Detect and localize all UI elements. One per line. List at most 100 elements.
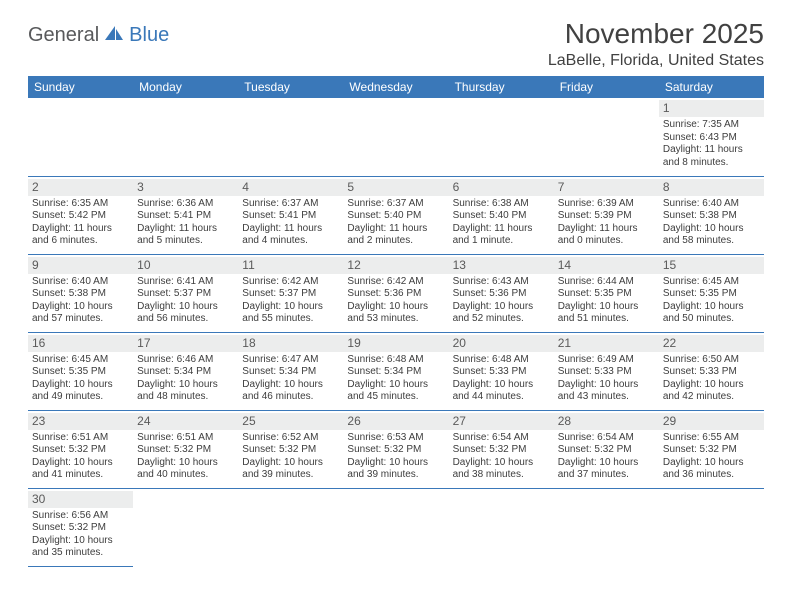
sunset-text: Sunset: 5:32 PM xyxy=(663,444,760,457)
calendar-table: Sunday Monday Tuesday Wednesday Thursday… xyxy=(28,76,764,567)
calendar-cell xyxy=(449,488,554,566)
day-header-row: Sunday Monday Tuesday Wednesday Thursday… xyxy=(28,76,764,98)
sunrise-text: Sunrise: 6:41 AM xyxy=(137,276,234,289)
calendar-cell xyxy=(238,98,343,176)
day-number: 5 xyxy=(343,179,448,196)
day-number: 10 xyxy=(133,257,238,274)
calendar-cell xyxy=(343,98,448,176)
daylight-text: Daylight: 10 hours and 48 minutes. xyxy=(137,379,234,404)
sunrise-text: Sunrise: 6:48 AM xyxy=(347,354,444,367)
daylight-text: Daylight: 10 hours and 40 minutes. xyxy=(137,457,234,482)
calendar-cell xyxy=(659,488,764,566)
sunset-text: Sunset: 5:35 PM xyxy=(32,366,129,379)
day-number: 11 xyxy=(238,257,343,274)
day-number: 20 xyxy=(449,335,554,352)
daylight-text: Daylight: 10 hours and 45 minutes. xyxy=(347,379,444,404)
sunrise-text: Sunrise: 6:49 AM xyxy=(558,354,655,367)
daylight-text: Daylight: 10 hours and 53 minutes. xyxy=(347,301,444,326)
daylight-text: Daylight: 10 hours and 51 minutes. xyxy=(558,301,655,326)
sunset-text: Sunset: 5:41 PM xyxy=(242,210,339,223)
calendar-row: 23Sunrise: 6:51 AMSunset: 5:32 PMDayligh… xyxy=(28,410,764,488)
calendar-cell: 27Sunrise: 6:54 AMSunset: 5:32 PMDayligh… xyxy=(449,410,554,488)
daylight-text: Daylight: 11 hours and 0 minutes. xyxy=(558,223,655,248)
day-number: 3 xyxy=(133,179,238,196)
sunset-text: Sunset: 5:41 PM xyxy=(137,210,234,223)
sunset-text: Sunset: 5:32 PM xyxy=(453,444,550,457)
day-number: 30 xyxy=(28,491,133,508)
daylight-text: Daylight: 10 hours and 36 minutes. xyxy=(663,457,760,482)
calendar-cell xyxy=(343,488,448,566)
sunset-text: Sunset: 5:36 PM xyxy=(453,288,550,301)
daylight-text: Daylight: 10 hours and 46 minutes. xyxy=(242,379,339,404)
calendar-cell: 13Sunrise: 6:43 AMSunset: 5:36 PMDayligh… xyxy=(449,254,554,332)
day-number: 27 xyxy=(449,413,554,430)
daylight-text: Daylight: 10 hours and 44 minutes. xyxy=(453,379,550,404)
calendar-cell: 23Sunrise: 6:51 AMSunset: 5:32 PMDayligh… xyxy=(28,410,133,488)
location: LaBelle, Florida, United States xyxy=(548,52,764,70)
calendar-cell: 5Sunrise: 6:37 AMSunset: 5:40 PMDaylight… xyxy=(343,176,448,254)
calendar-cell xyxy=(238,488,343,566)
sunset-text: Sunset: 5:33 PM xyxy=(453,366,550,379)
header-monday: Monday xyxy=(133,76,238,98)
day-number: 23 xyxy=(28,413,133,430)
sunrise-text: Sunrise: 6:45 AM xyxy=(32,354,129,367)
sunset-text: Sunset: 5:32 PM xyxy=(347,444,444,457)
daylight-text: Daylight: 10 hours and 39 minutes. xyxy=(242,457,339,482)
sunrise-text: Sunrise: 6:37 AM xyxy=(347,198,444,211)
day-number: 7 xyxy=(554,179,659,196)
sunrise-text: Sunrise: 6:48 AM xyxy=(453,354,550,367)
sunset-text: Sunset: 5:35 PM xyxy=(663,288,760,301)
calendar-cell: 16Sunrise: 6:45 AMSunset: 5:35 PMDayligh… xyxy=(28,332,133,410)
sunset-text: Sunset: 5:34 PM xyxy=(242,366,339,379)
daylight-text: Daylight: 10 hours and 41 minutes. xyxy=(32,457,129,482)
logo-text-blue: Blue xyxy=(129,24,169,47)
sunset-text: Sunset: 5:38 PM xyxy=(32,288,129,301)
sunrise-text: Sunrise: 6:51 AM xyxy=(32,432,129,445)
calendar-cell: 20 Sunrise: 6:48 AMSunset: 5:33 PMDayligh… xyxy=(449,332,554,410)
day-number: 21 xyxy=(554,335,659,352)
sunrise-text: Sunrise: 6:52 AM xyxy=(242,432,339,445)
calendar-cell: 9Sunrise: 6:40 AMSunset: 5:38 PMDaylight… xyxy=(28,254,133,332)
daylight-text: Daylight: 10 hours and 43 minutes. xyxy=(558,379,655,404)
calendar-row: 2 Sunrise: 6:35 AMSunset: 5:42 PM Daylight… xyxy=(28,176,764,254)
sunrise-text: Sunrise: 6:42 AM xyxy=(347,276,444,289)
daylight-text: Daylight: 10 hours and 37 minutes. xyxy=(558,457,655,482)
sunset-text: Sunset: 5:35 PM xyxy=(558,288,655,301)
calendar-cell: 12Sunrise: 6:42 AMSunset: 5:36 PMDayligh… xyxy=(343,254,448,332)
day-number: 14 xyxy=(554,257,659,274)
daylight-text: Daylight: 10 hours and 58 minutes. xyxy=(663,223,760,248)
sunrise-text: Sunrise: 6:39 AM xyxy=(558,198,655,211)
sunrise-text: Sunrise: 6:37 AM xyxy=(242,198,339,211)
sunset-text: Sunset: 5:33 PM xyxy=(663,366,760,379)
day-number: 13 xyxy=(449,257,554,274)
daylight-text: Daylight: 11 hours and 5 minutes. xyxy=(137,223,234,248)
title-block: November 2025 LaBelle, Florida, United S… xyxy=(548,18,764,70)
day-number: 28 xyxy=(554,413,659,430)
sunrise-text: Sunrise: 6:40 AM xyxy=(32,276,129,289)
calendar-row: 16Sunrise: 6:45 AMSunset: 5:35 PMDayligh… xyxy=(28,332,764,410)
sunrise-text: Sunrise: 6:45 AM xyxy=(663,276,760,289)
calendar-cell: 24Sunrise: 6:51 AMSunset: 5:32 PMDayligh… xyxy=(133,410,238,488)
sunset-text: Sunset: 5:42 PM xyxy=(32,210,129,223)
sunset-text: Sunset: 5:32 PM xyxy=(32,522,129,535)
day-number: 26 xyxy=(343,413,448,430)
daylight-text: Daylight: 11 hours and 4 minutes. xyxy=(242,223,339,248)
header-friday: Friday xyxy=(554,76,659,98)
calendar-cell: 11Sunrise: 6:42 AMSunset: 5:37 PMDayligh… xyxy=(238,254,343,332)
calendar-cell: 22Sunrise: 6:50 AMSunset: 5:33 PMDayligh… xyxy=(659,332,764,410)
sail-icon xyxy=(103,24,125,47)
sunrise-text: Sunrise: 6:35 AM xyxy=(32,198,129,211)
calendar-cell: 25Sunrise: 6:52 AMSunset: 5:32 PMDayligh… xyxy=(238,410,343,488)
day-number: 2 xyxy=(28,179,133,196)
daylight-text: Daylight: 10 hours and 55 minutes. xyxy=(242,301,339,326)
calendar-row: 30Sunrise: 6:56 AMSunset: 5:32 PMDayligh… xyxy=(28,488,764,566)
sunrise-text: Sunrise: 6:36 AM xyxy=(137,198,234,211)
sunrise-text: Sunrise: 6:51 AM xyxy=(137,432,234,445)
sunrise-text: Sunrise: 6:54 AM xyxy=(558,432,655,445)
header-saturday: Saturday xyxy=(659,76,764,98)
header-wednesday: Wednesday xyxy=(343,76,448,98)
daylight-text: Daylight: 10 hours and 42 minutes. xyxy=(663,379,760,404)
sunset-text: Sunset: 5:34 PM xyxy=(137,366,234,379)
calendar-cell: 21Sunrise: 6:49 AMSunset: 5:33 PMDayligh… xyxy=(554,332,659,410)
sunset-text: Sunset: 5:39 PM xyxy=(558,210,655,223)
